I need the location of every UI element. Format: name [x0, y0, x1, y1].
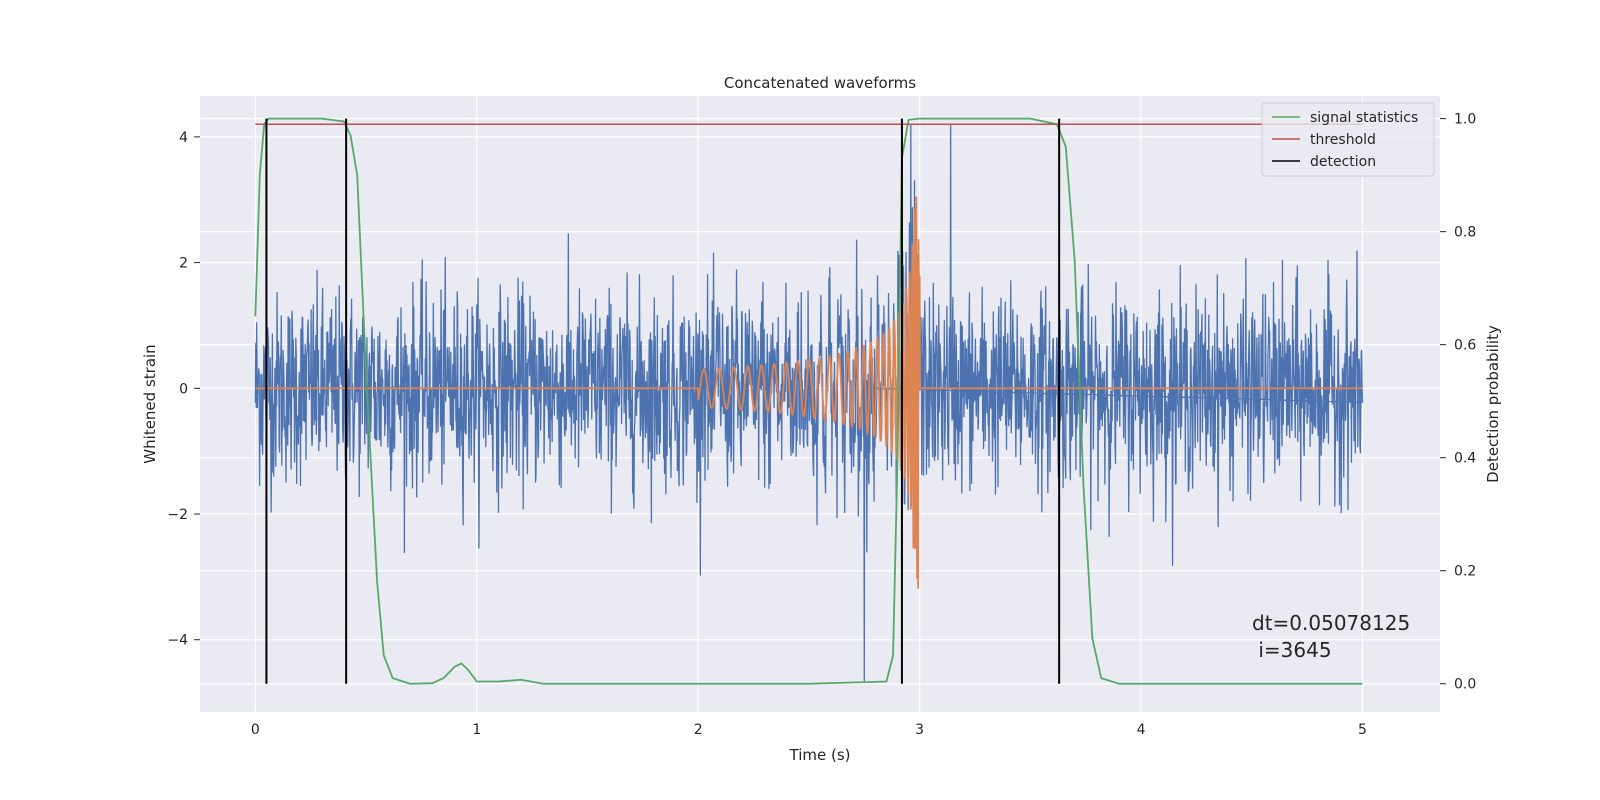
y-right-tick-label: 0.0	[1454, 677, 1476, 693]
legend-label-detection: detection	[1310, 154, 1376, 170]
x-tick-label: 3	[915, 722, 924, 738]
annotation: dt=0.05078125 i=3645	[1252, 611, 1410, 662]
x-tick-label: 1	[472, 722, 481, 738]
y-axis-title: Whitened strain	[141, 344, 159, 463]
legend: signal statistics threshold detection	[1261, 102, 1435, 177]
x-tick-label: 4	[1137, 722, 1146, 738]
y-tick-label: −2	[167, 507, 188, 523]
y-tick-label: 2	[179, 256, 188, 272]
annotation-line-2: i=3645	[1252, 638, 1332, 662]
y-tick-label: −4	[167, 633, 188, 649]
y-right-tick-label: 0.4	[1454, 451, 1476, 467]
x-tick-label: 2	[694, 722, 703, 738]
chart-title: Concatenated waveforms	[724, 74, 916, 92]
ticks: 0 1 2 3 4 5 −4 −2 0 2 4 0.0 0.2 0.4 0.6 0.8 1.0	[167, 112, 1476, 738]
x-axis-title: Time (s)	[789, 746, 851, 764]
x-tick-label: 5	[1358, 722, 1367, 738]
y-tick-label: 4	[179, 130, 188, 146]
y-right-tick-label: 0.8	[1454, 225, 1476, 241]
annotation-line-1: dt=0.05078125	[1252, 611, 1410, 635]
series-layer	[254, 117, 1364, 685]
x-tick-label: 0	[251, 722, 260, 738]
legend-label-signal-statistics: signal statistics	[1310, 110, 1418, 126]
y-axis-right-title: Detection probability	[1484, 325, 1502, 483]
y-right-tick-label: 0.6	[1454, 338, 1476, 354]
y-right-tick-label: 0.2	[1454, 564, 1476, 580]
legend-label-threshold: threshold	[1310, 132, 1376, 148]
y-right-tick-label: 1.0	[1454, 112, 1476, 128]
y-tick-label: 0	[179, 381, 188, 397]
legend-box	[1261, 102, 1435, 177]
chirp-series-line	[255, 196, 1363, 589]
